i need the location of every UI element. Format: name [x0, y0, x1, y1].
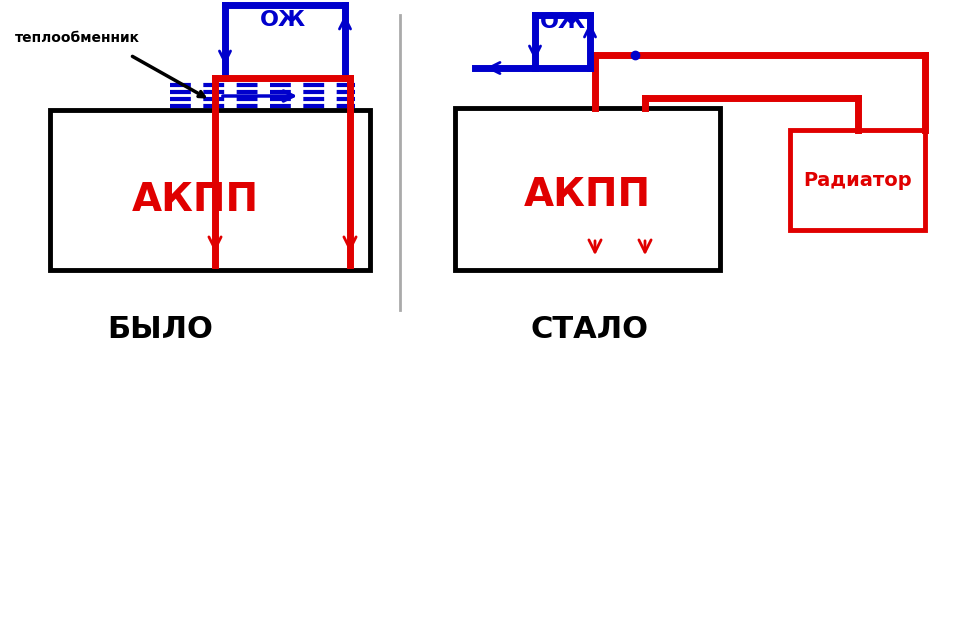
Text: СТАЛО: СТАЛО [531, 315, 649, 344]
Bar [455, 108, 720, 270]
Bar [50, 110, 370, 270]
Text: АКПП: АКПП [132, 181, 258, 219]
Text: ОЖ: ОЖ [260, 10, 306, 30]
Text: Радиатор: Радиатор [804, 171, 912, 189]
Text: теплообменник: теплообменник [15, 31, 140, 45]
Text: ОЖ: ОЖ [540, 12, 586, 32]
Bar [790, 130, 925, 230]
Text: БЫЛО: БЫЛО [108, 315, 213, 344]
Text: АКПП: АКПП [524, 176, 651, 214]
